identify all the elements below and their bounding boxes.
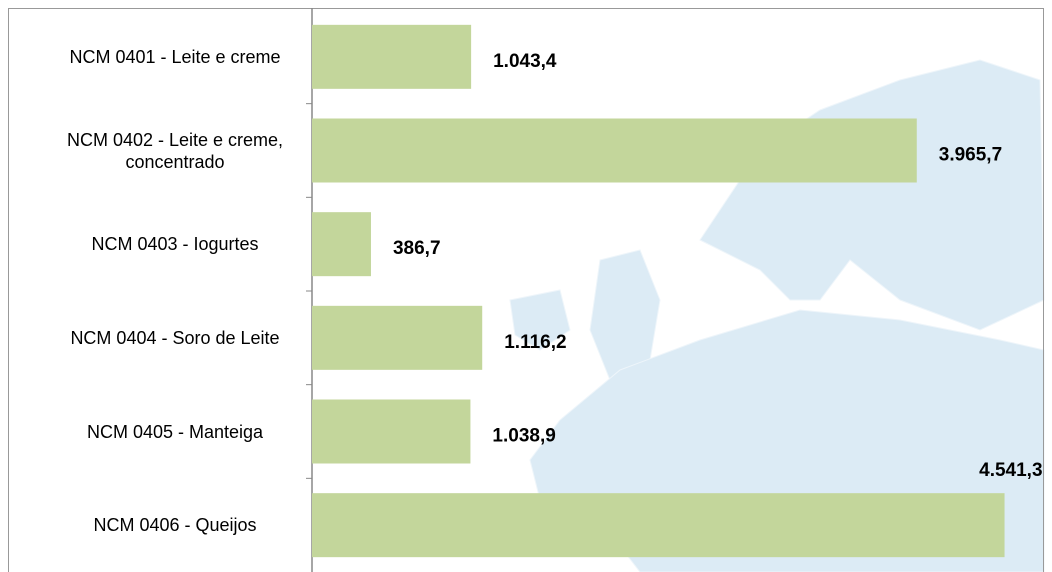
category-label: NCM 0404 - Soro de Leite <box>70 327 280 348</box>
bar <box>312 305 483 370</box>
category-label: NCM 0402 - Leite e creme, concentrado <box>66 129 284 172</box>
value-label: 1.116,2 <box>504 332 566 353</box>
value-label: 386,7 <box>393 238 441 259</box>
category-label: NCM 0403 - Iogurtes <box>91 234 259 255</box>
bar <box>312 399 471 464</box>
plot-frame <box>8 8 1044 572</box>
value-label: 1.043,4 <box>493 51 557 72</box>
bar <box>312 493 1005 558</box>
category-label: NCM 0405 - Manteiga <box>86 421 264 442</box>
value-label: 1.038,9 <box>492 426 555 447</box>
value-label: 4.541,3 <box>979 460 1042 481</box>
value-label: 3.965,7 <box>939 145 1002 166</box>
category-label: NCM 0401 - Leite e creme <box>69 46 281 67</box>
bar <box>312 118 917 183</box>
bar <box>312 212 371 277</box>
category-label: NCM 0406 - Queijos <box>93 515 257 536</box>
bar <box>312 24 472 89</box>
